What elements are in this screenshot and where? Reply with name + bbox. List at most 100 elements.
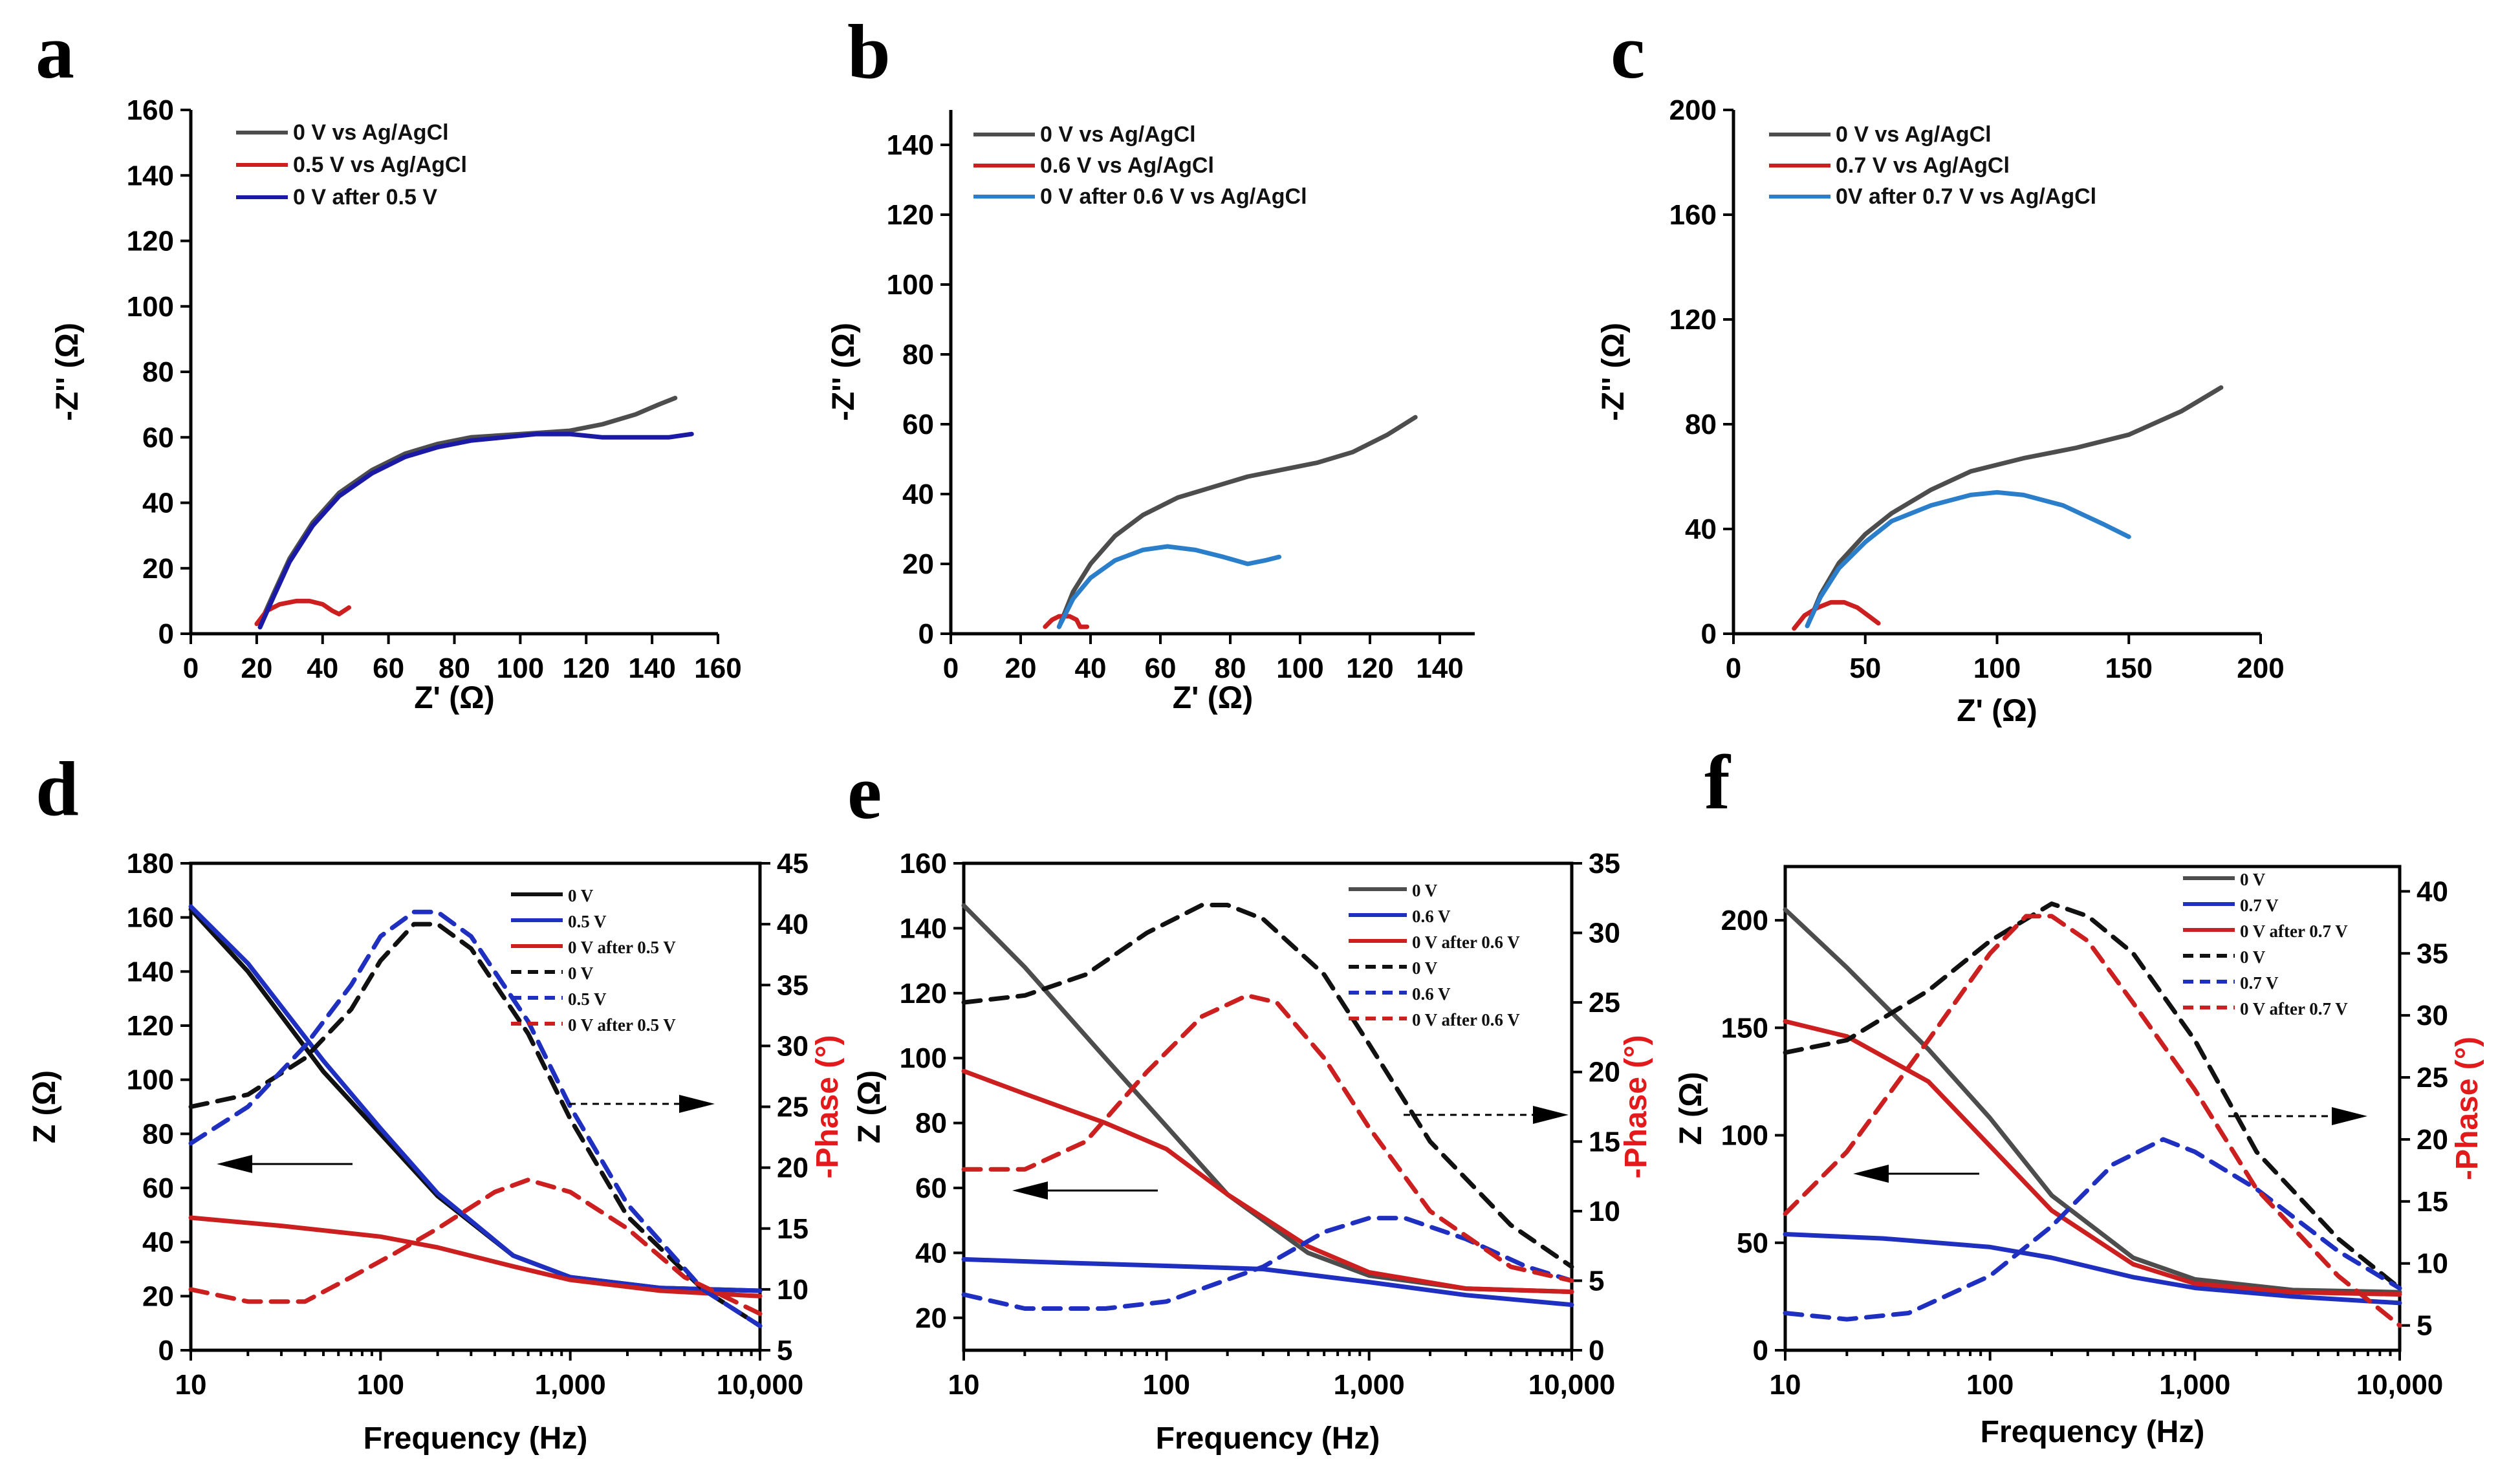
x-axis-label: Z' (Ω) (1173, 681, 1254, 715)
series-line-impedance-1 (188, 904, 763, 1293)
y2-tick-label: 35 (1589, 848, 1620, 879)
right-arrow-head (1533, 1106, 1569, 1124)
y-tick-label: 120 (1669, 304, 1717, 336)
x-tick-label: 20 (241, 652, 272, 684)
x-tick-label: 20 (1005, 652, 1037, 684)
panel-letter-d: d (36, 746, 79, 832)
y-tick-label: 40 (902, 479, 934, 510)
legend-label: 0V after 0.7 V vs Ag/AgCl (1836, 184, 2096, 209)
y-tick-label: 140 (127, 160, 174, 191)
y-tick-label: 0 (1701, 618, 1717, 650)
y-tick-label: 60 (915, 1172, 947, 1204)
y-tick-label: 160 (127, 902, 174, 934)
x-tick-label: 160 (694, 652, 741, 684)
y2-tick-label: 10 (2417, 1248, 2448, 1280)
legend-label: 0 V after 0.7 V (2240, 922, 2348, 941)
y2-tick-label: 25 (1589, 987, 1620, 1019)
y-tick-label: 40 (142, 1227, 174, 1258)
panel-letter-e: e (847, 749, 882, 835)
series-line-phase-5 (961, 993, 1574, 1283)
series-line-phase-3 (961, 903, 1574, 1269)
y-tick-label: 200 (1721, 905, 1768, 936)
series-line-impedance-2 (257, 431, 694, 630)
legend-label: 0 V (568, 886, 594, 905)
y-tick-label: 0 (158, 1335, 174, 1366)
y2-tick-label: 40 (777, 909, 809, 940)
series-line-impedance-0 (1056, 415, 1418, 629)
y-tick-label: 120 (900, 978, 947, 1009)
series-line-impedance-2 (188, 1215, 763, 1299)
y-tick-label: 160 (127, 94, 174, 126)
left-arrow-head (217, 1155, 252, 1173)
legend-label: 0 V after 0.6 V vs Ag/AgCl (1040, 184, 1307, 209)
x-axis-label: Frequency (Hz) (1981, 1415, 2205, 1449)
y-tick-label: 20 (915, 1302, 947, 1334)
y-tick-label: 80 (142, 356, 174, 388)
x-tick-label: 80 (439, 652, 470, 684)
series-line-phase-3 (188, 922, 763, 1328)
x-tick-label: 10,000 (717, 1369, 804, 1401)
y-axis-label: -Z'' (Ω) (1596, 323, 1631, 421)
panel-letter-c: c (1611, 8, 1645, 94)
legend-label: 0.7 V (2240, 973, 2279, 993)
panel-e: e 10 100 1,000 10,000 20 40 60 80 100 120 140 160 0 5 1… (847, 749, 1653, 1456)
y-tick-label: 120 (127, 226, 174, 257)
x-axis-label: Frequency (Hz) (364, 1421, 588, 1456)
y2-tick-label: 30 (777, 1030, 809, 1062)
series-line-phase-4 (1783, 1137, 2402, 1322)
y-axis-label: Z (Ω) (853, 1070, 887, 1143)
legend-label: 0 V after 0.7 V (2240, 999, 2348, 1019)
x-tick-label: 0 (183, 652, 199, 684)
y-tick-label: 100 (887, 269, 934, 301)
legend-label: 0 V (568, 964, 594, 983)
panel-a: a 0 20 40 60 80 100 120 140 160 0 20 40 60 80 100 120 140… (36, 8, 742, 715)
y2-axis-label: -Phase (°) (810, 1035, 845, 1179)
legend-label: 0.5 V (568, 912, 607, 931)
series-line-impedance-2 (1056, 544, 1282, 629)
plot-frame (962, 861, 1574, 1352)
y2-tick-label: 25 (777, 1092, 809, 1123)
panel-b: b 0 20 40 60 80 100 120 140 0 20 40 60 80 100 120 140 Z' … (827, 8, 1475, 715)
y-tick-label: 20 (142, 553, 174, 585)
x-axis-label: Z' (Ω) (1957, 694, 2037, 728)
y2-tick-label: 35 (2417, 938, 2448, 969)
right-arrow-head (2332, 1107, 2367, 1125)
legend-label: 0 V vs Ag/AgCl (1836, 122, 1992, 147)
y2-tick-label: 30 (2417, 1000, 2448, 1031)
legend-label: 0.7 V (2240, 896, 2279, 915)
y-axis-label: Z (Ω) (28, 1070, 62, 1143)
legend-label: 0.6 V vs Ag/AgCl (1040, 153, 1214, 178)
legend-label: 0 V after 0.6 V (1412, 1010, 1520, 1030)
y-tick-label: 0 (1753, 1335, 1768, 1366)
y-tick-label: 100 (900, 1042, 947, 1074)
series-line-phase-3 (1783, 901, 2402, 1291)
y2-tick-label: 15 (1589, 1126, 1620, 1158)
y2-tick-label: 15 (2417, 1186, 2448, 1218)
y2-tick-label: 10 (777, 1274, 809, 1306)
panel-c: c 0 50 100 150 200 0 40 80 120 160 200 Z' (Ω) -Z'' (Ω… (1596, 8, 2285, 728)
axis-arrows-d (217, 1095, 715, 1173)
legend-label: 0 V after 0.5 V (568, 938, 676, 957)
x-tick-label: 100 (357, 1369, 404, 1401)
x-tick-label: 100 (1973, 652, 2021, 684)
x-tick-label: 100 (1143, 1369, 1190, 1401)
axis-arrows-f (1853, 1107, 2367, 1183)
y-tick-label: 100 (127, 1064, 174, 1096)
legend-label: 0.5 V vs Ag/AgCl (293, 153, 467, 177)
y2-tick-label: 30 (1589, 918, 1620, 949)
x-tick-label: 60 (1145, 652, 1177, 684)
x-tick-label: 200 (2237, 652, 2284, 684)
legend-label: 0.6 V (1412, 907, 1451, 926)
y-tick-label: 40 (915, 1237, 947, 1269)
panel-d: d 10 100 1,000 10,000 0 20 40 60 80 100 120 140 160 18… (28, 746, 845, 1456)
left-arrow-head (1012, 1181, 1048, 1200)
y-tick-label: 160 (900, 848, 947, 879)
series-line-impedance-0 (1783, 907, 2402, 1295)
y-tick-label: 140 (900, 912, 947, 944)
x-tick-label: 100 (497, 652, 544, 684)
x-tick-label: 60 (373, 652, 404, 684)
series-line-impedance-1 (1792, 599, 1881, 631)
x-axis-label: Frequency (Hz) (1156, 1421, 1380, 1456)
x-tick-label: 10 (948, 1369, 980, 1401)
